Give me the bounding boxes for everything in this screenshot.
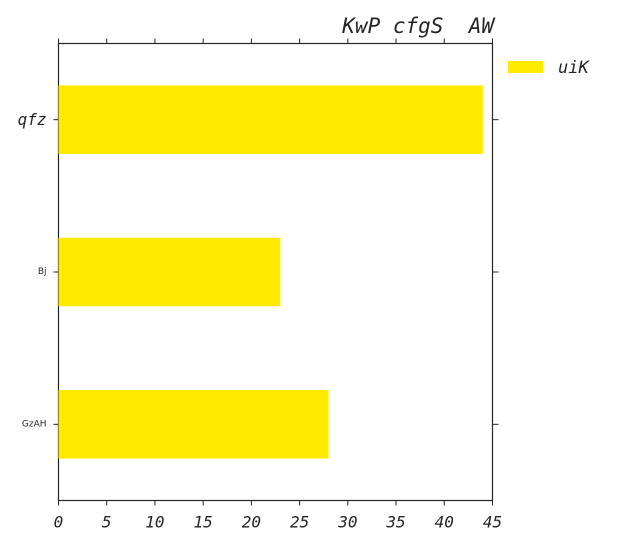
bars-group — [58, 85, 483, 459]
x-tick-label-5: 5 — [102, 513, 112, 532]
legend: uiK — [508, 58, 590, 78]
bar-gzah — [58, 390, 329, 459]
chart-title: KwP cfgS AW — [341, 14, 496, 38]
x-tick-label-15: 15 — [194, 513, 213, 532]
y-tick-label-gzah: GzAH — [22, 419, 47, 429]
y-tick-label-qfz: qfz — [18, 110, 47, 129]
bar-qfz — [58, 85, 483, 154]
x-tick-label-10: 10 — [145, 513, 164, 532]
x-tick-label-45: 45 — [483, 513, 502, 532]
x-tick-label-25: 25 — [290, 513, 309, 532]
x-tick-label-35: 35 — [385, 513, 405, 532]
x-tick-label-40: 40 — [435, 513, 454, 532]
x-tick-label-20: 20 — [242, 513, 261, 532]
bar-bj — [58, 237, 281, 307]
x-axis-ticks: 0 5 10 15 20 25 30 35 40 45 — [54, 38, 502, 532]
legend-label-uik: uiK — [558, 58, 590, 78]
y-tick-label-bj: Bj — [38, 267, 47, 277]
legend-swatch — [508, 61, 543, 73]
x-tick-label-30: 30 — [337, 513, 357, 532]
x-tick-label-0: 0 — [54, 513, 64, 532]
y-axis-ticks: qfz Bj GzAH — [18, 110, 499, 429]
